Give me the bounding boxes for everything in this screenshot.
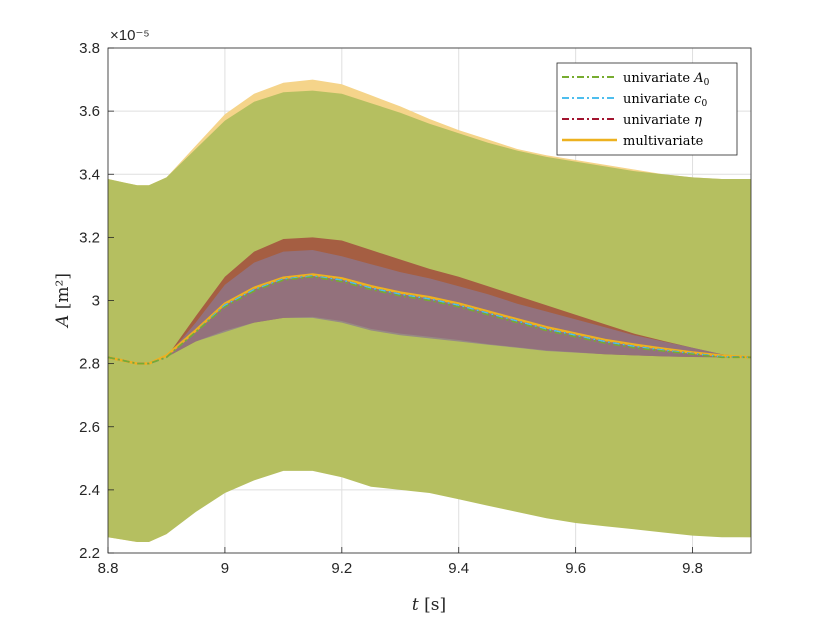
y-tick-label-6: 3.4: [79, 166, 100, 183]
y-tick-label-8: 3.8: [79, 40, 100, 57]
axis-ticks: 8.8 9 9.2 9.4 9.6 9.8 2.2 2.4 2.6 2.8 3 3.2 3.4 3.6 3.…: [79, 40, 703, 577]
x-tick-label-4: 9.6: [565, 560, 586, 577]
y-tick-label-2: 2.6: [79, 419, 100, 436]
y-tick-label-0: 2.2: [79, 545, 100, 562]
band-univariate-c0: [108, 250, 751, 364]
y-tick-label-1: 2.4: [79, 482, 100, 499]
legend: univariate A0 univariate c0 univariate η mu…: [556, 62, 738, 156]
y-tick-label-3: 2.8: [79, 356, 100, 373]
x-tick-label-2: 9.2: [331, 560, 352, 577]
y-tick-label-5: 3.2: [79, 229, 100, 246]
mean-lines: [107, 273, 752, 365]
y-axis-label: A [m²]: [53, 273, 73, 329]
y-tick-label-7: 3.6: [79, 103, 100, 120]
x-tick-label-0: 8.8: [98, 560, 119, 577]
x-tick-label-3: 9.4: [448, 560, 469, 577]
x-tick-label-5: 9.8: [682, 560, 703, 577]
x-axis-label: t [s]: [412, 595, 446, 615]
legend-label-0: univariate A0: [623, 71, 710, 88]
y-exponent-label: ×10⁻⁵: [110, 27, 150, 44]
x-tick-label-1: 9: [221, 560, 229, 577]
line-univariate-A0: [107, 275, 751, 365]
legend-label-2: univariate η: [623, 113, 702, 128]
y-tick-label-4: 3: [92, 293, 100, 310]
line-multivariate: [107, 273, 752, 365]
legend-label-3: multivariate: [623, 134, 704, 149]
legend-label-1: univariate c0: [623, 92, 707, 109]
